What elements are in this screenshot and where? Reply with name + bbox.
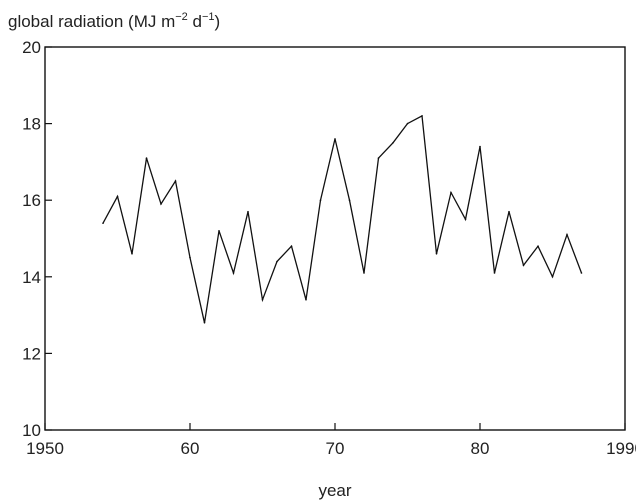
y-tick-label: 18 xyxy=(22,115,41,134)
data-point xyxy=(479,145,481,148)
series-line xyxy=(102,114,583,323)
data-point xyxy=(464,218,467,221)
data-point xyxy=(160,203,162,205)
data-point xyxy=(145,157,148,159)
data-point xyxy=(551,276,554,278)
axis-ticks: 1950 60 70 80 1990 10 12 14 16 18 20 xyxy=(22,38,636,458)
data-point xyxy=(537,245,539,247)
y-tick-label: 14 xyxy=(22,268,41,287)
y-axis-label-end: ) xyxy=(215,12,221,31)
x-tick-label: 1990 xyxy=(606,439,636,458)
data-point xyxy=(319,199,322,201)
y-axis-label-exp1: −2 xyxy=(175,11,188,23)
data-point xyxy=(580,272,583,274)
x-tick-label: 60 xyxy=(181,439,200,458)
x-tick-label: 1950 xyxy=(26,439,64,458)
data-point xyxy=(522,264,525,267)
data-point xyxy=(189,256,191,259)
data-point xyxy=(203,322,206,324)
y-axis-label-exp2: −1 xyxy=(202,11,215,23)
data-point xyxy=(276,260,278,263)
data-point xyxy=(290,245,293,247)
data-point xyxy=(261,299,264,301)
data-point xyxy=(116,195,119,198)
data-point xyxy=(363,272,365,274)
data-point xyxy=(334,138,336,140)
data-point xyxy=(392,142,394,144)
y-tick-label: 10 xyxy=(22,421,41,440)
plot-frame xyxy=(44,46,626,431)
data-point xyxy=(218,230,220,232)
data-point xyxy=(421,115,423,117)
y-axis-label-mid: d xyxy=(188,12,202,31)
series-layer xyxy=(102,114,583,324)
y-tick-label: 16 xyxy=(22,191,41,210)
data-point xyxy=(247,210,249,213)
data-point xyxy=(232,272,235,274)
data-point xyxy=(131,253,133,255)
data-point xyxy=(102,222,104,224)
data-point xyxy=(435,253,438,255)
data-point xyxy=(377,157,380,159)
data-point xyxy=(450,191,452,194)
x-tick-label: 70 xyxy=(326,439,345,458)
y-axis-label: global radiation (MJ m−2 d−1) xyxy=(8,11,220,31)
y-tick-label: 12 xyxy=(22,344,41,363)
x-axis-label: year xyxy=(318,481,351,500)
data-point xyxy=(348,199,351,201)
y-axis-label-main: global radiation (MJ m xyxy=(8,12,175,31)
data-point xyxy=(406,122,409,125)
y-tick-label: 20 xyxy=(22,38,41,57)
data-point xyxy=(566,233,568,236)
data-point xyxy=(174,180,177,182)
data-point xyxy=(305,299,307,301)
data-point xyxy=(508,210,510,213)
x-tick-label: 80 xyxy=(471,439,490,458)
data-point xyxy=(493,272,496,274)
